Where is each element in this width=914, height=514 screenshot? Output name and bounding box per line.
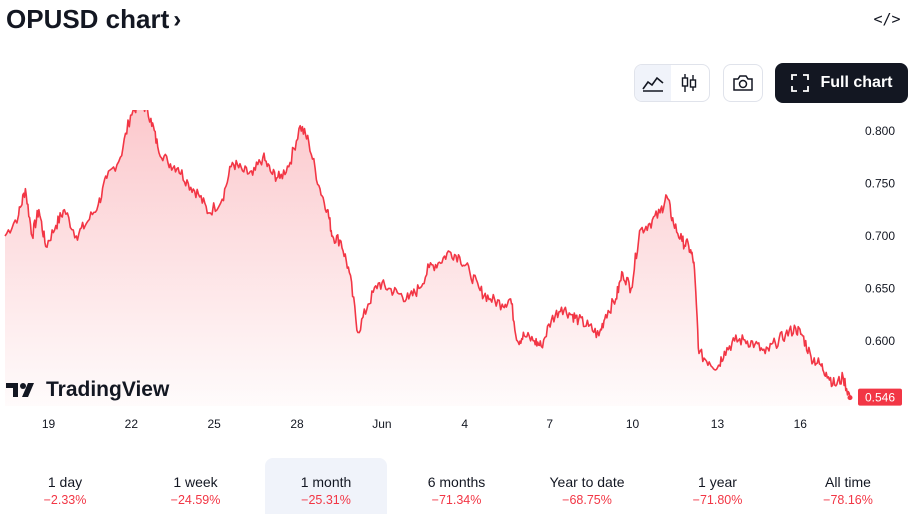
range-tab[interactable]: 1 year −71.80% [657, 458, 779, 514]
x-tick-label: 25 [207, 417, 221, 431]
last-price-dot [847, 395, 853, 401]
range-tab-label: 1 month [300, 474, 352, 490]
y-tick-label: 0.600 [865, 334, 895, 348]
fullscreen-icon [791, 74, 810, 92]
range-tab-change: −2.33% [43, 493, 87, 507]
range-tab[interactable]: 1 day −2.33% [4, 458, 126, 514]
embed-code-icon[interactable]: </> [873, 10, 901, 28]
range-tab-label: Year to date [549, 474, 625, 490]
range-tab-label: 6 months [427, 474, 486, 490]
snapshot-button[interactable] [723, 64, 763, 102]
y-tick-label: 0.650 [865, 281, 895, 295]
range-tab-label: 1 year [698, 474, 737, 490]
range-tab[interactable]: 1 week −24.59% [135, 458, 257, 514]
range-tab[interactable]: All time −78.16% [787, 458, 909, 514]
range-tab-change: −24.59% [170, 493, 221, 507]
range-tab-label: 1 day [47, 474, 83, 490]
y-tick-label: 0.750 [865, 176, 895, 190]
camera-icon [733, 75, 753, 91]
x-tick-label: 16 [794, 417, 808, 431]
tradingview-logo[interactable]: TradingView [6, 378, 169, 402]
time-range-tabs: 1 day −2.33% 1 week −24.59% 1 month −25.31% 6 … [0, 458, 914, 514]
range-tab[interactable]: 1 month −25.31% [265, 458, 387, 514]
area-chart-button[interactable] [635, 65, 671, 101]
x-tick-label: 28 [290, 417, 304, 431]
x-tick-label: 4 [461, 417, 468, 431]
y-tick-label: 0.800 [865, 124, 895, 138]
last-price-label: 0.546 [865, 391, 895, 405]
price-line [4, 110, 851, 398]
x-tick-label: 19 [42, 417, 56, 431]
area-chart-icon [642, 76, 664, 92]
range-tab-change: −71.34% [431, 493, 482, 507]
chevron-right-icon: › [173, 5, 182, 33]
range-tab[interactable]: 6 months −71.34% [396, 458, 518, 514]
y-tick-label: 0.700 [865, 229, 895, 243]
x-tick-label: Jun [372, 417, 391, 431]
range-tab-change: −68.75% [562, 493, 612, 507]
range-tab-change: −25.31% [301, 493, 351, 507]
price-area-fill [5, 110, 850, 406]
last-price-label-bg [858, 388, 902, 406]
candles-chart-button[interactable] [671, 65, 707, 101]
x-tick-label: 13 [711, 417, 725, 431]
x-tick-label: 22 [125, 417, 139, 431]
range-tab-change: −71.80% [692, 493, 743, 507]
range-tab-label: 1 week [173, 474, 218, 490]
candles-icon [681, 74, 697, 92]
full-chart-label: Full chart [820, 74, 893, 91]
price-chart[interactable]: 0.800 0.750 0.700 0.650 0.600 0.546 19 22 25 28 Ju… [0, 110, 914, 440]
tradingview-logo-text: TradingView [46, 378, 170, 401]
range-tab-label: All time [825, 474, 871, 490]
x-tick-label: 7 [546, 417, 553, 431]
chart-style-toggle [634, 64, 710, 102]
chart-title: OPUSD chart [6, 4, 170, 34]
range-tab-change: −78.16% [823, 493, 873, 507]
x-tick-label: 10 [626, 417, 640, 431]
range-tab[interactable]: Year to date −68.75% [526, 458, 648, 514]
tradingview-logo-icon [6, 383, 34, 397]
chart-title-link[interactable]: OPUSD chart › [6, 4, 181, 35]
full-chart-button[interactable]: Full chart [775, 63, 908, 103]
